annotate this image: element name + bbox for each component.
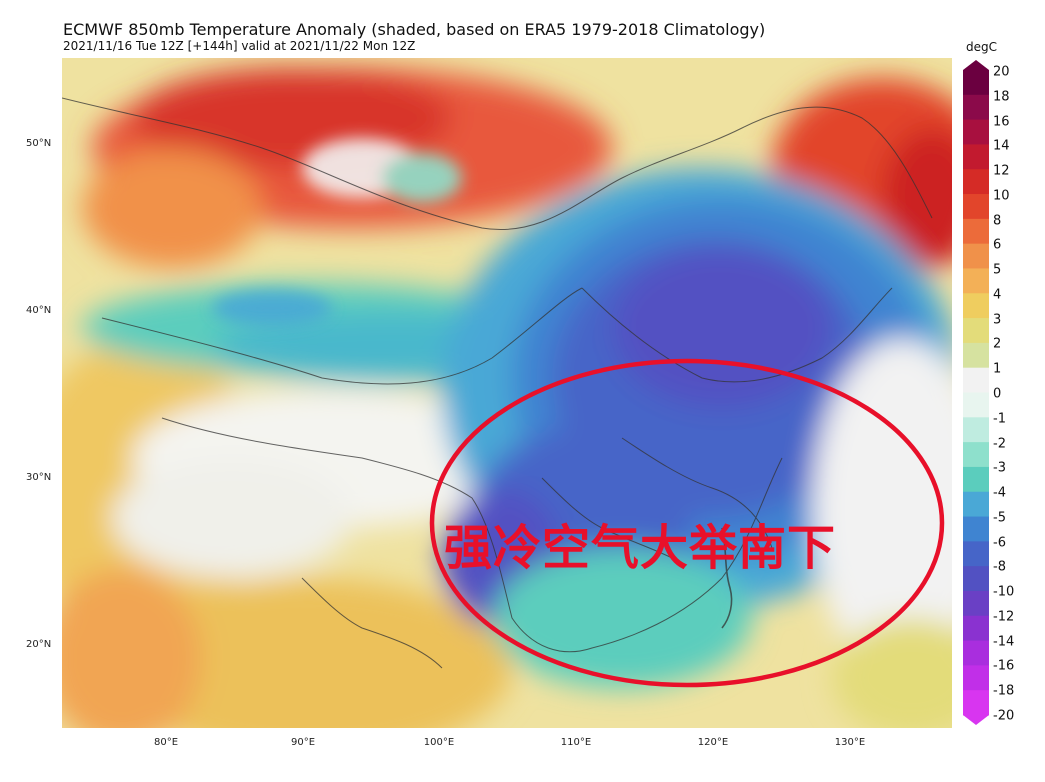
lon-label-110: 110°E	[560, 737, 592, 748]
colorbar-tick-label: 8	[993, 213, 1002, 229]
colorbar-band	[963, 640, 989, 666]
colorbar-tick-label: 16	[993, 114, 1010, 130]
colorbar-band	[963, 342, 989, 369]
colorbar-band	[963, 442, 989, 468]
colorbar-tick-label: 4	[993, 287, 1002, 303]
colorbar-band	[963, 94, 989, 121]
lon-label-90: 90°E	[290, 737, 316, 748]
annotation-text: 强冷空气大举南下	[444, 520, 837, 576]
colorbar-tick-label: -18	[993, 683, 1015, 699]
colorbar-unit: degC	[966, 40, 997, 54]
colorbar-tick-label: -14	[993, 634, 1015, 650]
colorbar-band	[963, 417, 989, 443]
highlight-ellipse	[429, 358, 945, 688]
colorbar-band	[963, 541, 989, 567]
colorbar-tick-label: -12	[993, 609, 1015, 625]
colorbar-band	[963, 119, 989, 145]
colorbar-band	[963, 194, 989, 220]
colorbar-tick-label: 0	[993, 386, 1002, 402]
lat-label-40: 40°N	[26, 305, 52, 316]
colorbar-band	[963, 243, 989, 269]
colorbar-tick-label: 5	[993, 262, 1002, 278]
colorbar-band	[963, 293, 989, 319]
colorbar-band	[963, 367, 989, 393]
colorbar-tick-label: -8	[993, 559, 1006, 575]
colorbar-tick-label: -6	[993, 535, 1006, 551]
colorbar-tick-label: 2	[993, 336, 1002, 352]
colorbar-tick-label: 14	[993, 138, 1010, 154]
temperature-anomaly-map	[62, 58, 952, 728]
colorbar-tick-label: -5	[993, 510, 1006, 526]
colorbar-band	[963, 466, 989, 493]
colorbar-tick-label: 1	[993, 361, 1002, 377]
colorbar-tick-label: 3	[993, 312, 1002, 328]
lon-label-120: 120°E	[697, 737, 729, 748]
lon-label-130: 130°E	[834, 737, 866, 748]
colorbar-band	[963, 218, 989, 245]
colorbar-band	[963, 70, 989, 96]
lon-label-100: 100°E	[423, 737, 455, 748]
lat-label-50: 50°N	[26, 138, 52, 149]
colorbar-band	[963, 516, 989, 542]
colorbar-band	[963, 590, 989, 617]
colorbar-band	[963, 690, 989, 716]
map-title: ECMWF 850mb Temperature Anomaly (shaded,…	[63, 20, 766, 39]
colorbar-tick-label: 6	[993, 237, 1002, 253]
colorbar-tick-label: 20	[993, 64, 1010, 80]
colorbar-tick-label: -2	[993, 436, 1006, 452]
colorbar-tick-label: 12	[993, 163, 1010, 179]
map-canvas	[62, 58, 952, 728]
colorbar-tick-label: -16	[993, 658, 1015, 674]
colorbar-tick-label: -20	[993, 708, 1015, 724]
colorbar-tick-label: 18	[993, 89, 1010, 105]
lat-label-30: 30°N	[26, 472, 52, 483]
colorbar-band	[963, 318, 989, 344]
colorbar-band	[963, 169, 989, 195]
country-borders	[62, 97, 933, 669]
colorbar-band	[963, 615, 989, 642]
lat-label-20: 20°N	[26, 639, 52, 650]
lon-label-80: 80°E	[153, 737, 179, 748]
colorbar-band	[963, 392, 989, 418]
colorbar-band	[963, 665, 989, 691]
colorbar-tick-label: -4	[993, 485, 1006, 501]
map-subtitle: 2021/11/16 Tue 12Z [+144h] valid at 2021…	[63, 39, 416, 53]
colorbar-band	[963, 566, 989, 592]
colorbar	[963, 60, 989, 725]
colorbar-band	[963, 144, 989, 170]
colorbar-tick-label: 10	[993, 188, 1010, 204]
colorbar-tick-label: -1	[993, 411, 1006, 427]
colorbar-band	[963, 268, 989, 294]
colorbar-tick-label: -10	[993, 584, 1015, 600]
colorbar-band	[963, 491, 989, 518]
colorbar-tick-label: -3	[993, 460, 1006, 476]
